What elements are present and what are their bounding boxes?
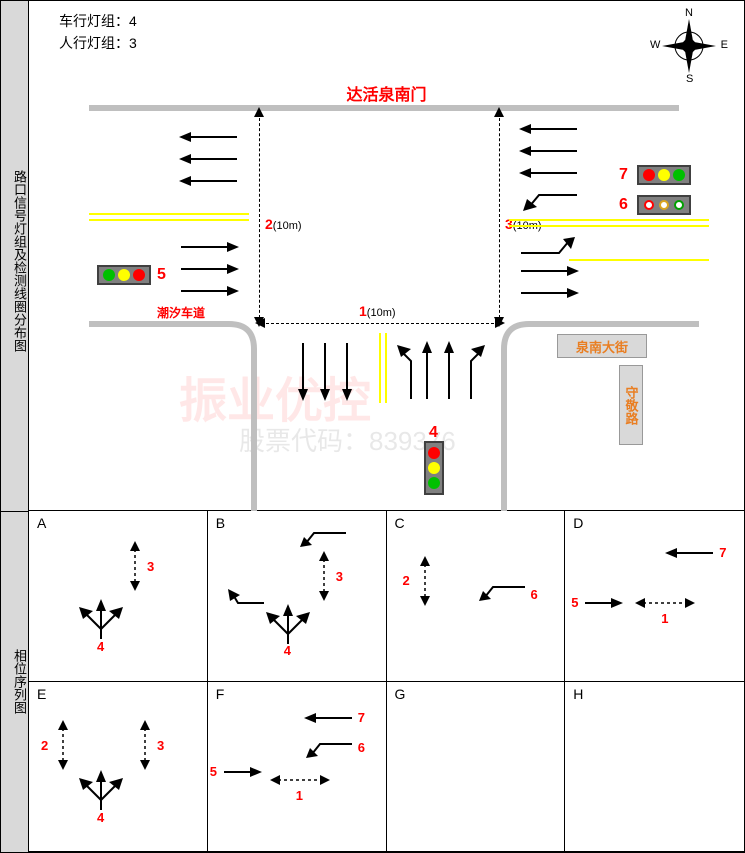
phase-sequence: A 3 4 B 3 [29, 511, 744, 852]
road-edge-bl [89, 321, 259, 511]
phase-A: A 3 4 [29, 511, 208, 682]
sidebar-label-bot: 相位序列图 [1, 621, 29, 741]
signal-5-num: 5 [157, 266, 166, 284]
intersection-title: 达活泉南门 [29, 81, 744, 105]
phase-H: H [565, 682, 744, 853]
detector-1-label: 1(10m) [359, 303, 396, 319]
signal-6-icon [637, 195, 691, 215]
intersection-diagram: 车行灯组：4 人行灯组：3 N S W E 达活泉南门 振业优控 股票代码：83… [29, 1, 744, 511]
vehicle-groups: 车行灯组：4 [59, 11, 137, 31]
sign-shoujing: 守敬路 [619, 365, 643, 445]
signal-6-num: 6 [619, 196, 628, 214]
signal-4-icon [424, 441, 444, 495]
phase-F: F 7 6 5 1 [208, 682, 387, 853]
phase-C: C 2 6 [387, 511, 566, 682]
compass-icon: N S W E [654, 11, 724, 81]
road-edge-top [89, 105, 679, 111]
signal-5-icon [97, 265, 151, 285]
page-root: 路口信号灯组及检测线圈分布图 相位序列图 车行灯组：4 人行灯组：3 N S W [0, 0, 745, 853]
detector-1-line [261, 323, 499, 324]
signal-7-num: 7 [619, 166, 628, 184]
tidal-lane-label: 潮汐车道 [157, 304, 205, 321]
detector-2-label: 2(10m) [265, 216, 302, 232]
phase-G: G [387, 682, 566, 853]
sign-quannan: 泉南大街 [557, 334, 647, 358]
phase-B: B 3 4 [208, 511, 387, 682]
ped-groups: 人行灯组：3 [59, 33, 137, 53]
sidebar: 路口信号灯组及检测线圈分布图 相位序列图 [1, 1, 29, 852]
phase-D: D 7 5 1 [565, 511, 744, 682]
sidebar-label-top: 路口信号灯组及检测线圈分布图 [1, 131, 29, 391]
detector-3-line [499, 113, 500, 323]
signal-7-icon [637, 165, 691, 185]
detector-2-line [259, 113, 260, 323]
signal-4-num: 4 [429, 424, 438, 442]
phase-E: E 2 3 4 [29, 682, 208, 853]
